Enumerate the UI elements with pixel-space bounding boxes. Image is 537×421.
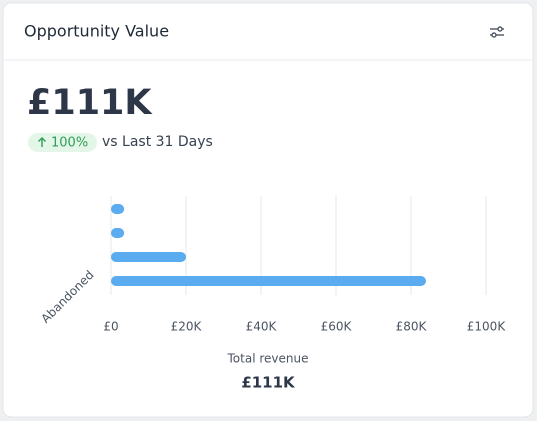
x-tick-label: £60K	[321, 320, 353, 334]
x-tick-label: £20K	[171, 320, 203, 334]
filter-icon[interactable]	[490, 26, 504, 38]
kpi-value: £111K	[27, 83, 153, 123]
x-tick-label: £80K	[396, 320, 428, 334]
total: £111K	[241, 374, 296, 392]
change-badge	[28, 133, 97, 152]
comparison: vs Last 31 Days	[102, 134, 213, 150]
bar	[111, 204, 125, 214]
x-tick-label: £100K	[467, 320, 507, 334]
x-axis-label: Total revenue	[227, 352, 309, 366]
bar	[111, 228, 125, 238]
card-title: Opportunity Value	[24, 22, 169, 41]
x-tick-label: £40K	[246, 320, 278, 334]
change-value: 100%	[51, 136, 88, 151]
x-tick-label: £0	[103, 320, 118, 334]
up-arrow	[38, 137, 46, 147]
bar	[111, 276, 426, 286]
bar	[111, 252, 186, 262]
card	[2, 2, 534, 418]
